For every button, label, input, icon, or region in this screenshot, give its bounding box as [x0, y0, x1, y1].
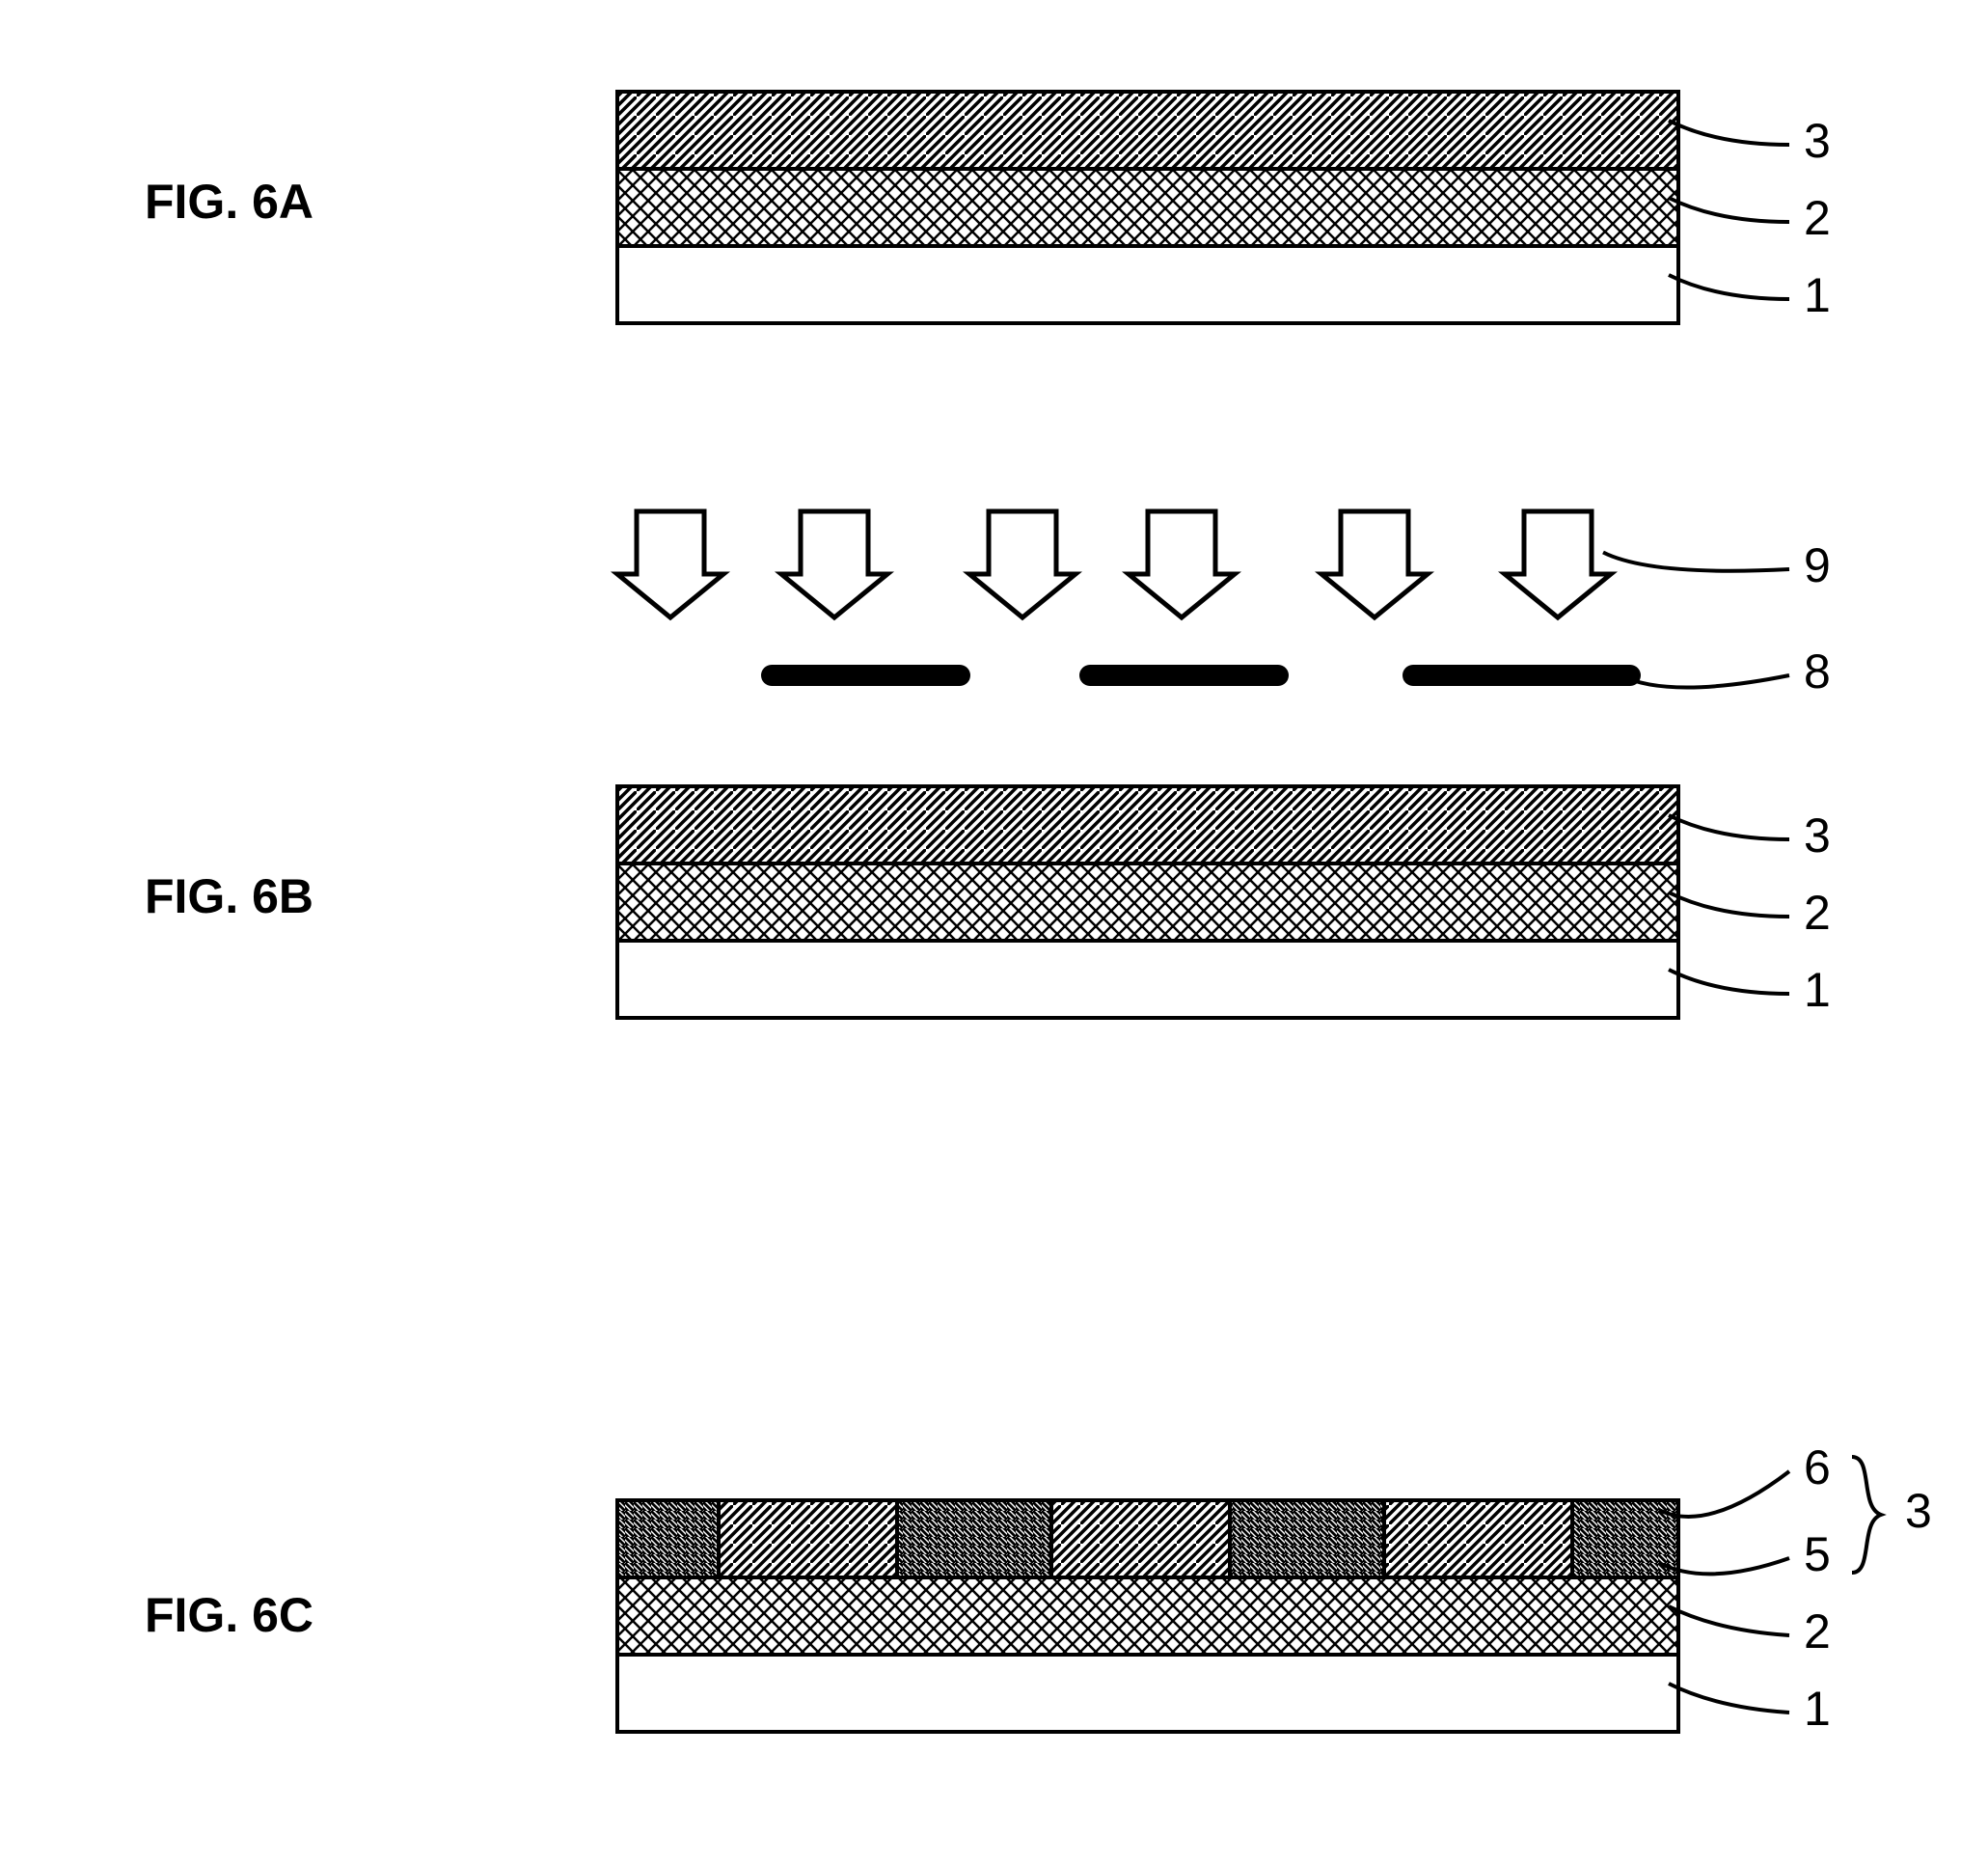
leader-2: [1669, 198, 1789, 222]
callout-3: 3: [1804, 809, 1831, 863]
down-arrow-icon: [781, 511, 887, 617]
callout-9: 9: [1804, 538, 1831, 592]
layer-segment-dense: [1230, 1500, 1384, 1577]
down-arrow-icon: [1129, 511, 1235, 617]
leader-3: [1669, 121, 1789, 145]
leader-3: [1669, 815, 1789, 839]
callout-6: 6: [1804, 1440, 1831, 1494]
down-arrow-icon: [969, 511, 1076, 617]
callout-2: 2: [1804, 1604, 1831, 1658]
brace-icon: [1852, 1457, 1881, 1573]
layer-segment-diag: [719, 1500, 897, 1577]
layer-segment-dense: [897, 1500, 1051, 1577]
leader-2: [1669, 892, 1789, 917]
leader-2: [1669, 1606, 1789, 1635]
callout-1: 1: [1804, 963, 1831, 1017]
callout-2: 2: [1804, 886, 1831, 940]
leader-1: [1669, 970, 1789, 994]
layer-2: [617, 1577, 1678, 1655]
layer-segment-diag: [1051, 1500, 1230, 1577]
down-arrow-icon: [1321, 511, 1428, 617]
callout-3: 3: [1905, 1484, 1932, 1538]
figure-label-C: FIG. 6C: [145, 1587, 313, 1643]
callout-3: 3: [1804, 114, 1831, 168]
figure-label-A: FIG. 6A: [145, 174, 313, 230]
layer-1: [617, 1655, 1678, 1732]
leader-mask-8: [1620, 675, 1789, 688]
figure-label-B: FIG. 6B: [145, 868, 313, 924]
down-arrow-icon: [1505, 511, 1611, 617]
layer-2: [617, 863, 1678, 941]
down-arrow-icon: [617, 511, 723, 617]
layer-segment-diag: [1384, 1500, 1572, 1577]
layer-3: [617, 786, 1678, 863]
callout-5: 5: [1804, 1527, 1831, 1581]
layer-2: [617, 169, 1678, 246]
layer-1: [617, 941, 1678, 1018]
leader-1: [1669, 275, 1789, 299]
callout-1: 1: [1804, 268, 1831, 322]
callout-2: 2: [1804, 191, 1831, 245]
callout-8: 8: [1804, 644, 1831, 699]
layer-3: [617, 92, 1678, 169]
leader-arrow-9: [1603, 553, 1789, 571]
layer-segment-dense: [617, 1500, 719, 1577]
callout-1: 1: [1804, 1682, 1831, 1736]
layer-1: [617, 246, 1678, 323]
leader-1: [1669, 1684, 1789, 1713]
